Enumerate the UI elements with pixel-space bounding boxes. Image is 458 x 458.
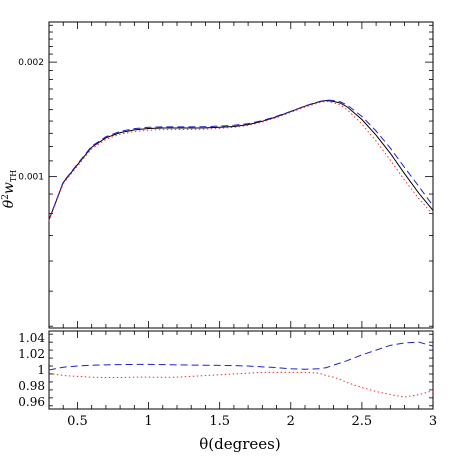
top-series-dashed-line xyxy=(48,99,434,220)
x-tick-label: 1.5 xyxy=(209,414,230,429)
bottom-series-dotted-line xyxy=(48,371,434,398)
x-tick-label: 0.5 xyxy=(67,414,88,429)
y-axis-label: θ2wTH xyxy=(1,170,18,208)
top-plot-frame xyxy=(48,21,434,329)
x-tick-label: 2 xyxy=(287,414,295,429)
bottom-plot-frame xyxy=(48,330,434,410)
bottom-y-tick-label: 1 xyxy=(37,363,45,377)
x-tick-label: 1 xyxy=(144,414,152,429)
x-axis-label: θ(degrees) xyxy=(199,435,280,453)
bottom-y-tick-label: 0.98 xyxy=(18,379,45,393)
x-tick-label: 2.5 xyxy=(352,414,373,429)
top-panel: 0.001 0.002 xyxy=(18,21,434,329)
x-tick-label: 3 xyxy=(429,414,437,429)
top-y-tick-label: 0.001 xyxy=(18,173,44,183)
bottom-series-dashed-line xyxy=(48,341,434,371)
top-y-tick-label: 0.002 xyxy=(18,58,44,68)
top-series-dotted-line xyxy=(48,100,434,222)
bottom-y-tick-label: 1.02 xyxy=(18,347,45,361)
top-series-solid-line xyxy=(48,100,434,220)
bottom-y-tick-label: 0.96 xyxy=(18,395,45,409)
bottom-panel: 0.96 0.98 1 1.02 1.04 0.5 1 1.5 2 2.5 3 xyxy=(18,325,437,429)
bottom-y-tick-label: 1.04 xyxy=(18,331,45,345)
